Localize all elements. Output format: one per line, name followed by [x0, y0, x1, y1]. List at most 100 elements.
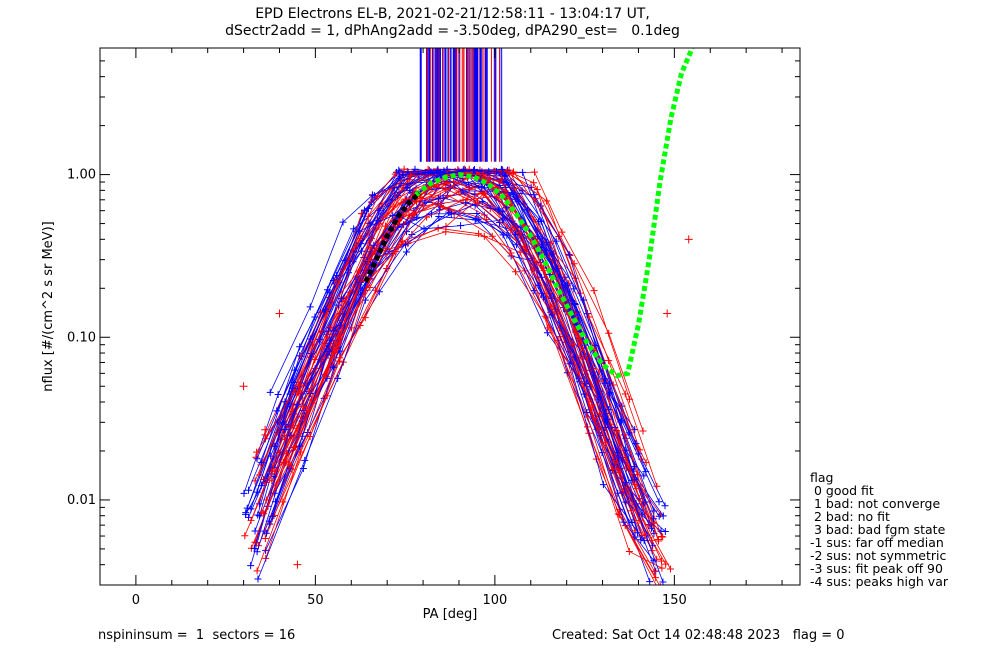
distribution-line — [276, 170, 635, 467]
y-tick-label: 0.01 — [67, 493, 96, 508]
data-point-marker — [295, 442, 303, 450]
data-point-marker — [403, 183, 411, 191]
data-point-marker — [640, 472, 648, 480]
data-point-marker — [336, 354, 344, 362]
data-point-marker — [336, 335, 344, 343]
data-point-marker — [250, 544, 258, 552]
data-point-marker — [251, 527, 259, 535]
legend-item: 3 bad: bad fgm state — [810, 522, 946, 537]
data-point-marker — [361, 296, 369, 304]
distribution-line — [264, 193, 659, 542]
data-point-marker — [650, 515, 658, 523]
distribution-line — [263, 186, 646, 536]
data-point-marker — [419, 202, 427, 210]
distribution-line — [272, 202, 633, 517]
distribution-line — [257, 201, 664, 583]
data-point-marker — [628, 519, 636, 527]
data-point-marker — [625, 547, 633, 555]
data-point-marker — [423, 213, 431, 221]
data-point-marker — [457, 222, 465, 230]
data-point-marker — [475, 230, 483, 238]
data-point-marker — [639, 427, 647, 435]
data-point-marker — [436, 202, 444, 210]
footer-left: nspininsum = 1 sectors = 16 — [98, 628, 296, 643]
data-point-marker — [503, 231, 511, 239]
data-point-marker — [306, 389, 314, 397]
distribution-line — [260, 215, 645, 541]
data-point-marker — [395, 172, 403, 180]
data-point-marker — [429, 194, 437, 202]
x-axis-label: PA [deg] — [423, 607, 478, 622]
outlier-marker — [293, 560, 302, 569]
data-point-marker — [306, 335, 314, 343]
data-point-marker — [584, 413, 592, 421]
data-point-marker — [661, 502, 669, 510]
legend-item: 0 good fit — [810, 483, 874, 498]
data-point-marker — [383, 264, 391, 272]
data-point-marker — [360, 206, 368, 214]
data-point-marker — [507, 226, 515, 234]
distribution-line — [256, 173, 664, 538]
data-point-marker — [510, 185, 518, 193]
data-point-marker — [409, 188, 417, 196]
data-point-marker — [404, 168, 412, 176]
data-point-marker — [621, 479, 629, 487]
data-point-marker — [295, 381, 303, 389]
data-point-marker — [530, 168, 538, 176]
data-point-marker — [301, 456, 309, 464]
data-point-marker — [435, 213, 443, 221]
data-point-marker — [459, 187, 467, 195]
data-point-marker — [648, 536, 656, 544]
distribution-line — [274, 171, 658, 487]
outlier-marker — [239, 382, 248, 391]
data-point-marker — [512, 268, 520, 276]
data-point-marker — [641, 531, 649, 539]
data-point-marker — [255, 512, 263, 520]
data-point-marker — [330, 326, 338, 334]
data-point-marker — [296, 343, 304, 351]
data-point-marker — [295, 387, 303, 395]
data-point-marker — [566, 360, 574, 368]
data-point-marker — [601, 379, 609, 387]
distribution-line — [257, 169, 652, 529]
data-point-marker — [571, 328, 579, 336]
data-point-marker — [334, 332, 342, 340]
data-point-marker — [565, 250, 573, 258]
distribution-line — [279, 170, 658, 560]
data-point-marker — [450, 178, 458, 186]
data-point-marker — [650, 507, 658, 515]
data-point-marker — [647, 524, 655, 532]
distribution-line — [266, 205, 657, 578]
data-point-marker — [569, 341, 577, 349]
data-point-marker — [382, 245, 390, 253]
data-point-marker — [366, 219, 374, 227]
data-point-marker — [549, 250, 557, 258]
data-point-marker — [498, 216, 506, 224]
data-point-marker — [510, 168, 518, 176]
data-point-marker — [265, 517, 273, 525]
data-point-marker — [329, 363, 337, 371]
data-point-marker — [655, 512, 663, 520]
data-point-marker — [654, 535, 662, 543]
data-point-marker — [552, 237, 560, 245]
data-point-marker — [655, 498, 663, 506]
data-point-marker — [293, 401, 301, 409]
data-point-marker — [399, 170, 407, 178]
data-point-marker — [547, 239, 555, 247]
data-point-marker — [616, 511, 624, 519]
data-point-marker — [470, 167, 478, 175]
data-point-marker — [640, 537, 648, 545]
data-point-marker — [253, 455, 261, 463]
fit-curve-green — [414, 48, 695, 379]
data-point-marker — [247, 562, 255, 570]
legend-item: -1 sus: far off median — [810, 535, 944, 550]
data-point-marker — [507, 249, 515, 257]
data-point-marker — [273, 407, 281, 415]
data-point-marker — [497, 176, 505, 184]
data-point-marker — [519, 168, 527, 176]
data-point-marker — [588, 401, 596, 409]
data-point-marker — [630, 463, 638, 471]
data-point-marker — [261, 534, 269, 542]
data-point-marker — [650, 557, 658, 565]
